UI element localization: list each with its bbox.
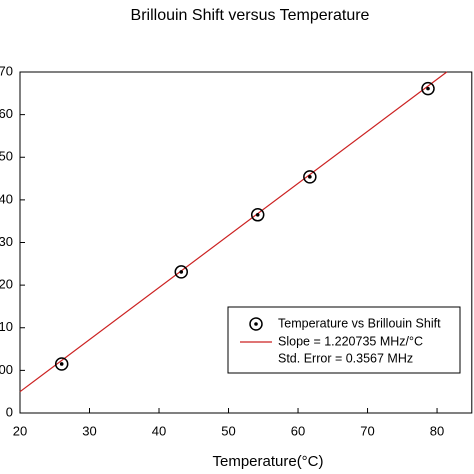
- y-tick-label: 60: [0, 106, 13, 121]
- data-point: [249, 317, 263, 331]
- fit-line: [19, 71, 448, 393]
- chart-title: Brillouin Shift versus Temperature: [131, 7, 370, 24]
- data-point-dot: [179, 270, 184, 274]
- data-point-dot: [255, 212, 260, 217]
- data-point: [421, 81, 435, 96]
- y-tick-label: 40: [0, 191, 13, 206]
- x-tick-label: 70: [360, 423, 374, 438]
- data-point: [250, 208, 265, 222]
- x-tick-label: 30: [82, 423, 96, 438]
- x-tick-label: 60: [291, 423, 305, 438]
- data-point-dot: [426, 86, 430, 91]
- legend: [227, 306, 461, 374]
- x-tick-label: 50: [221, 423, 235, 438]
- y-tick-label: 00: [0, 362, 13, 377]
- x-axis-title: Temperature(°C): [212, 453, 323, 470]
- x-tick-label: 80: [430, 423, 444, 438]
- x-tick-label: 40: [152, 423, 166, 438]
- data-point: [303, 170, 317, 184]
- legend-label: Slope = 1.220735 MHz/°C: [278, 334, 423, 348]
- data-point: [54, 357, 69, 371]
- legend-note: Std. Error = 0.3567 MHz: [278, 351, 413, 365]
- y-tick-label: 0: [6, 404, 13, 419]
- x-tick-label: 20: [13, 423, 27, 438]
- data-point-dot: [308, 175, 312, 179]
- y-tick-label: 70: [0, 63, 13, 78]
- data-point-dot: [254, 322, 258, 326]
- y-tick-label: 20: [0, 277, 13, 292]
- y-tick-label: 50: [0, 149, 13, 164]
- data-point: [174, 265, 189, 279]
- y-tick-label: 10: [0, 319, 13, 334]
- data-point-dot: [59, 362, 64, 366]
- legend-label: Temperature vs Brillouin Shift: [278, 316, 441, 330]
- y-tick-label: 30: [0, 234, 13, 249]
